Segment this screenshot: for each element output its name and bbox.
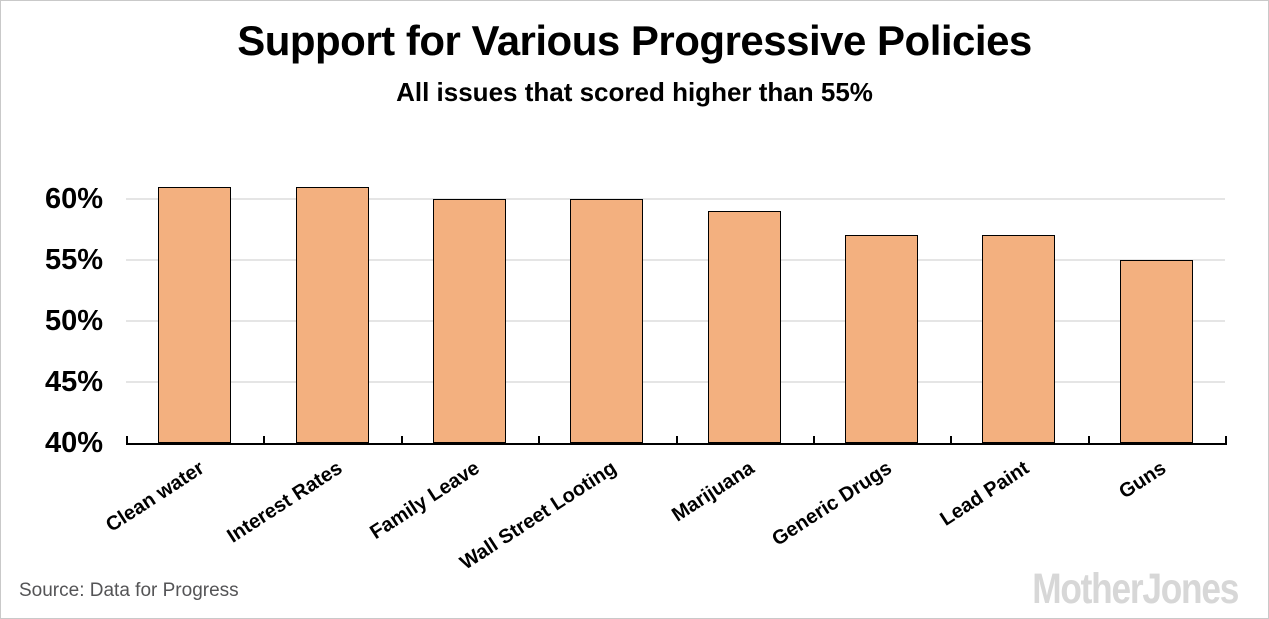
y-axis-label-40: 40% [44,427,103,459]
y-axis-label-55: 55% [44,243,103,276]
gridline-60 [126,197,1225,200]
chart-subtitle: All issues that scored higher than 55% [396,77,873,107]
x-axis-label-clean-water: Clean water [102,457,209,537]
x-axis-tick [675,436,678,443]
bar-guns [1119,259,1193,443]
motherjones-logo: MotherJones [1032,565,1239,613]
y-axis-label-50: 50% [44,304,103,337]
gridline-55 [126,258,1225,261]
x-axis-tick [126,436,128,443]
x-axis-label-lead-paint: Lead Paint [936,457,1033,531]
x-axis-tick [538,436,541,443]
y-axis-label-60: 60% [44,182,103,215]
bar-interest-rates [295,186,369,443]
x-axis-line [126,443,1227,445]
x-axis-tick [812,436,815,443]
bar-generic-drugs [845,235,919,443]
gridline-50 [126,319,1225,322]
bar-wall-street-looting [570,198,644,443]
source-note: Source: Data for Progress [19,580,239,601]
x-axis-label-generic-drugs: Generic Drugs [767,457,896,551]
bar-marijuana [707,211,781,443]
x-axis-label-interest-rates: Interest Rates [223,457,347,548]
x-axis-tick [263,436,266,443]
chart-title: Support for Various Progressive Policies [237,17,1032,64]
x-axis-tick [950,436,953,443]
gridline-45 [126,380,1225,383]
x-axis-label-guns: Guns [1115,457,1171,504]
bar-clean-water [158,186,232,443]
x-axis-label-marijuana: Marijuana [667,457,759,527]
bar-lead-paint [982,235,1056,443]
y-axis-label-45: 45% [44,365,103,398]
x-axis-tick [1087,436,1090,443]
bar-family-leave [432,198,506,443]
x-axis-tick [1225,436,1227,443]
x-axis-label-family-leave: Family Leave [366,457,484,544]
x-axis-tick [400,436,403,443]
